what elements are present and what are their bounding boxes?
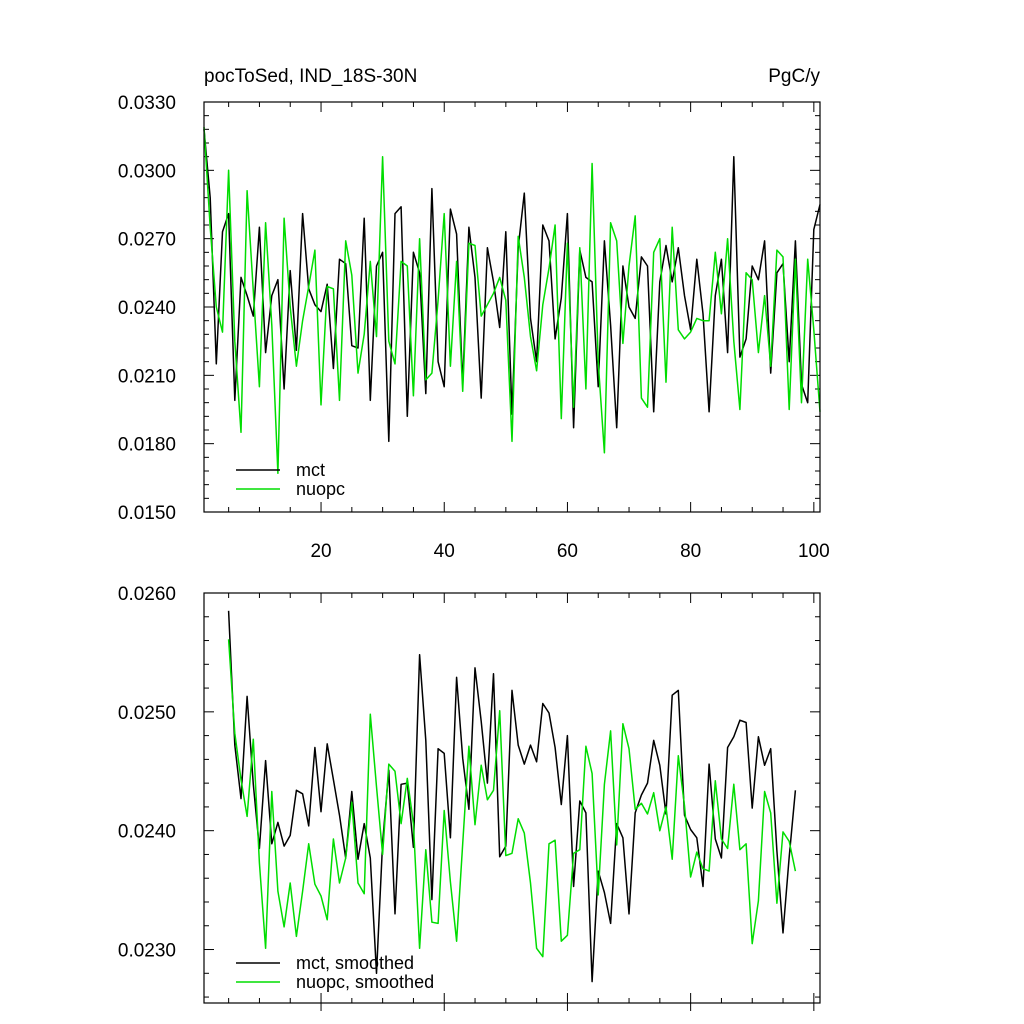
y-tick-label: 0.0180 [118, 435, 176, 456]
y-tick-label: 0.0250 [118, 703, 176, 724]
top-chart-panel: pocToSed, IND_18S-30N PgC/y 20 40 60 80 100 0… [118, 66, 830, 562]
y-tick-label: 0.0300 [118, 161, 176, 182]
legend-label-mct-smoothed: mct, smoothed [296, 953, 414, 973]
legend-label-mct: mct [296, 460, 325, 480]
x-tick-label: 80 [680, 541, 701, 562]
x-tick-label: 100 [798, 541, 830, 562]
bottom-series-lines [227, 610, 797, 983]
chart-title: pocToSed, IND_18S-30N [204, 66, 417, 87]
series-line-nuopc [203, 127, 821, 475]
series-line-mct [203, 129, 821, 443]
top-series-lines [203, 127, 821, 475]
y-tick-label: 0.0270 [118, 230, 176, 251]
x-tick-label: 60 [557, 541, 578, 562]
y-tick-label: 0.0150 [118, 503, 176, 524]
y-tick-label: 0.0240 [118, 822, 176, 843]
top-plot-frame [203, 101, 821, 513]
x-tick-label: 20 [310, 541, 331, 562]
top-legend: mct nuopc [236, 460, 345, 499]
x-tick-label: 40 [434, 541, 455, 562]
bottom-chart-panel: 0.0230 0.0240 0.0250 0.0260 mct, smoothed n… [118, 584, 821, 1011]
top-axis-ticks: 20 40 60 80 100 0.0150 0.0180 0.0210 0.0240 0.027… [118, 93, 830, 562]
bottom-axis-ticks: 0.0230 0.0240 0.0250 0.0260 [118, 584, 820, 1011]
series-line-mct-smoothed [227, 610, 797, 983]
bottom-plot-frame [203, 592, 821, 1004]
y-tick-label: 0.0260 [118, 584, 176, 605]
y-tick-label: 0.0230 [118, 941, 176, 962]
y-tick-label: 0.0210 [118, 366, 176, 387]
y-tick-label: 0.0330 [118, 93, 176, 114]
legend-label-nuopc: nuopc [296, 479, 345, 499]
series-line-nuopc-smoothed [227, 639, 797, 958]
y-tick-label: 0.0240 [118, 298, 176, 319]
bottom-legend: mct, smoothed nuopc, smoothed [236, 953, 434, 992]
chart-units-label: PgC/y [768, 66, 820, 87]
legend-label-nuopc-smoothed: nuopc, smoothed [296, 972, 434, 992]
